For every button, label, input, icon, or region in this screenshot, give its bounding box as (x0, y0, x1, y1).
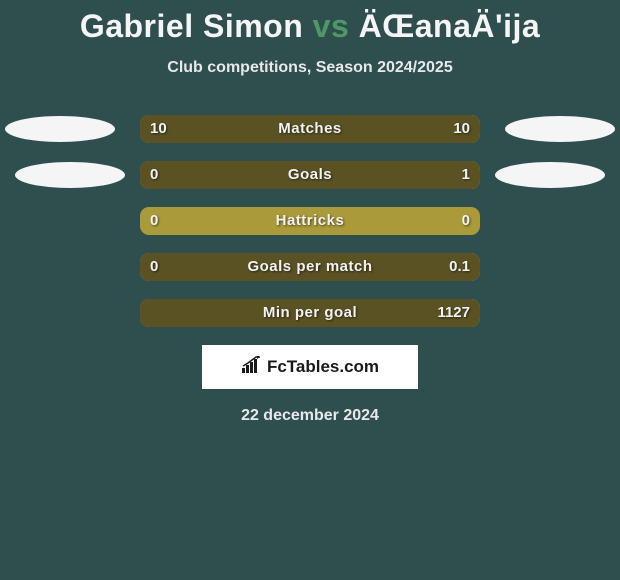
page-title: Gabriel Simon vs ÄŒanaÄ'ija (0, 0, 620, 45)
logo-box: FcTables.com (202, 345, 418, 389)
date-text: 22 december 2024 (0, 407, 620, 425)
vs-text: vs (313, 8, 350, 44)
bar-right (201, 161, 480, 189)
player2-photo (505, 116, 615, 142)
stat-row: Hattricks00 (0, 207, 620, 235)
bar-left (140, 115, 310, 143)
bar-track (140, 161, 480, 189)
bar-track (140, 299, 480, 327)
player1-name: Gabriel Simon (80, 8, 303, 44)
player2-photo (495, 162, 605, 188)
player2-name: ÄŒanaÄ'ija (359, 8, 541, 44)
bar-right (310, 115, 480, 143)
stat-row: Min per goal1127 (0, 299, 620, 327)
bar-right (140, 253, 480, 281)
comparison-chart: Matches1010Goals01Hattricks00Goals per m… (0, 115, 620, 327)
stat-row: Goals per match00.1 (0, 253, 620, 281)
bar-track (140, 253, 480, 281)
bar-left (140, 161, 201, 189)
player1-photo (15, 162, 125, 188)
bar-track (140, 115, 480, 143)
subtitle: Club competitions, Season 2024/2025 (0, 59, 620, 77)
logo-text: FcTables.com (267, 357, 379, 377)
chart-icon (241, 356, 263, 379)
bar-track (140, 207, 480, 235)
player1-photo (5, 116, 115, 142)
bar-right (140, 299, 480, 327)
